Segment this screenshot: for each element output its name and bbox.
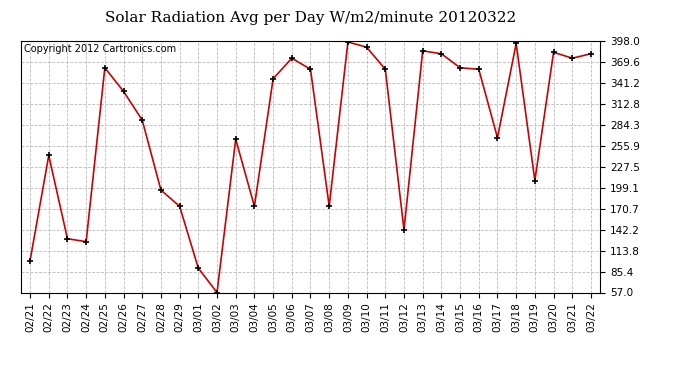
Text: Solar Radiation Avg per Day W/m2/minute 20120322: Solar Radiation Avg per Day W/m2/minute … [105,11,516,25]
Text: Copyright 2012 Cartronics.com: Copyright 2012 Cartronics.com [23,44,176,54]
